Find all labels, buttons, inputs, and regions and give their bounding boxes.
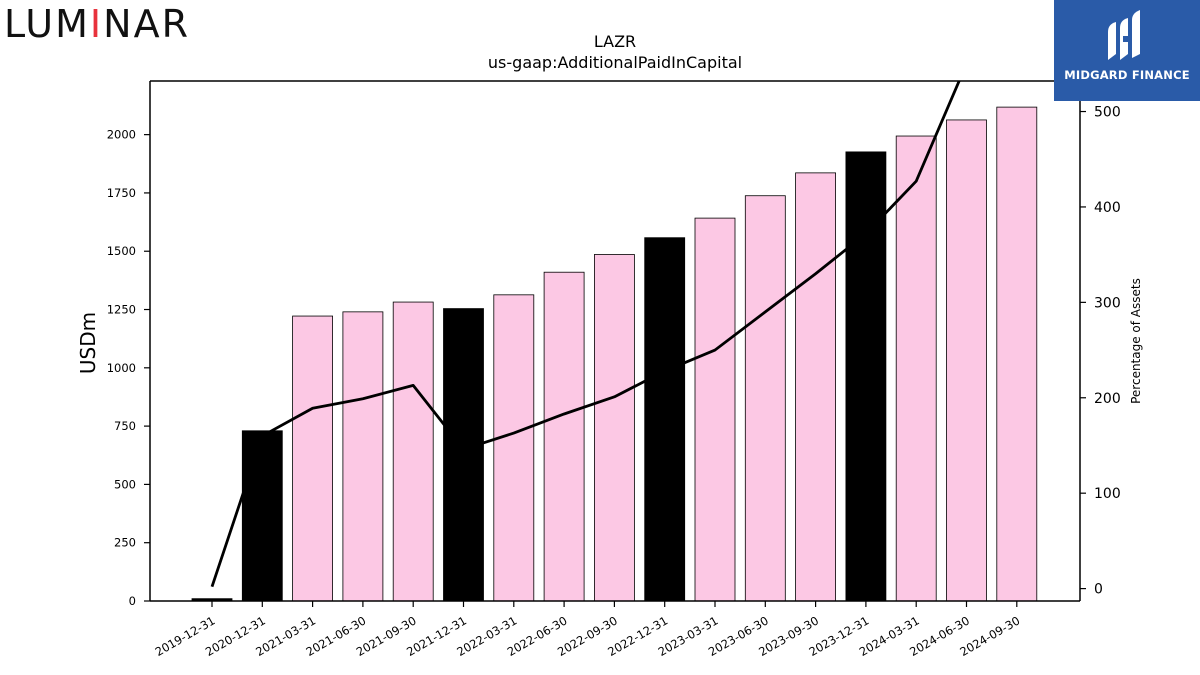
midgard-finance-text: MIDGARD FINANCE xyxy=(1064,68,1190,82)
bar-2022-09-30 xyxy=(594,254,635,602)
bar-2022-06-30 xyxy=(543,271,585,602)
y-tick-label-500: 500 xyxy=(114,477,136,491)
percentage-of-assets-line xyxy=(210,81,961,588)
bar-2023-09-30 xyxy=(795,172,836,602)
bar-2023-12-31 xyxy=(845,151,887,602)
bar-2023-06-30 xyxy=(744,195,786,602)
bar-2020-12-31 xyxy=(241,430,283,602)
logo-letter-m: M xyxy=(55,2,90,46)
bar-2024-06-30 xyxy=(946,119,987,602)
logo-letter-i: I xyxy=(89,2,104,46)
bar-2022-12-31 xyxy=(644,237,686,602)
bar-2024-09-30 xyxy=(996,106,1038,602)
logo-letter-r: R xyxy=(161,2,190,46)
y2-tick-label-100: 100 xyxy=(1094,486,1121,502)
logo-letter-l: L xyxy=(4,2,26,46)
bar-2023-03-31 xyxy=(694,217,736,602)
midgard-finance-logo: MIDGARD FINANCE xyxy=(1054,0,1200,101)
chart-subtitle: us-gaap:AdditionalPaidInCapital xyxy=(487,53,743,72)
bar-2021-03-31 xyxy=(292,315,334,602)
y2-tick-label-500: 500 xyxy=(1094,105,1121,121)
chart-title: LAZR xyxy=(593,32,637,51)
bar-2021-09-30 xyxy=(392,301,434,602)
logo-letter-u: U xyxy=(25,2,56,46)
logo-letter-a: A xyxy=(133,2,162,46)
bar-2022-03-31 xyxy=(493,294,535,602)
logo-letter-n: N xyxy=(103,2,134,46)
bar-2021-12-31 xyxy=(443,308,484,602)
y-tick-label-1250: 1250 xyxy=(107,303,136,317)
y-tick-label-750: 750 xyxy=(114,419,136,433)
bar-2024-03-31 xyxy=(895,135,937,602)
y-axis-label: USDm xyxy=(76,312,100,374)
y-tick-label-1000: 1000 xyxy=(107,361,136,375)
bar-2021-06-30 xyxy=(342,311,384,602)
midgard-emblem-icon xyxy=(1108,10,1140,60)
y2-tick-label-400: 400 xyxy=(1094,200,1121,216)
luminar-logo: LUMINAR xyxy=(4,2,190,46)
y-tick-label-2000: 2000 xyxy=(107,128,136,142)
y-tick-label-1750: 1750 xyxy=(107,186,136,200)
y-tick-label-250: 250 xyxy=(114,536,136,550)
y2-tick-label-300: 300 xyxy=(1094,295,1121,311)
y2-tick-label-0: 0 xyxy=(1094,582,1103,598)
y2-tick-label-200: 200 xyxy=(1094,391,1121,407)
y2-axis-label: Percentage of Assets xyxy=(1129,278,1143,404)
y-tick-label-1500: 1500 xyxy=(107,244,136,258)
y-tick-label-0: 0 xyxy=(129,594,136,608)
